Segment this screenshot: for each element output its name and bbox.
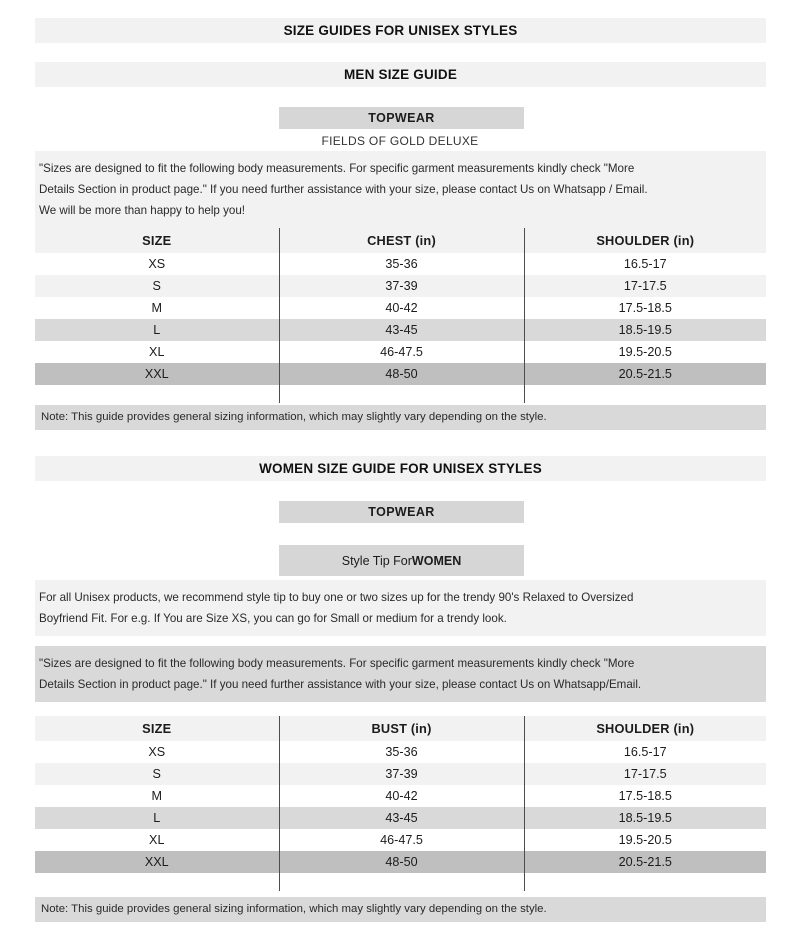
men-row-0-size: XS: [148, 257, 166, 271]
women-row-2-size: M: [151, 789, 163, 803]
women-row-0-bust: 35-36: [278, 741, 525, 763]
women-row-3-size: L: [153, 811, 161, 825]
men-size-table: SIZE CHEST (in) SHOULDER (in) XS 35-36 1…: [35, 228, 766, 403]
men-row-1-chest: 37-39: [278, 275, 525, 297]
women-description-line-2: Details Section in product page." If you…: [39, 678, 642, 691]
table-row: XL 46-47.5 19.5-20.5: [35, 341, 766, 363]
men-header-size: SIZE: [142, 233, 172, 248]
men-row-5-shoulder: 20.5-21.5: [618, 367, 672, 381]
men-description-line-1: "Sizes are designed to fit the following…: [39, 162, 635, 175]
men-row-3-chest: 43-45: [278, 319, 525, 341]
page-title: SIZE GUIDES FOR UNISEX STYLES: [35, 18, 766, 43]
women-row-1-size: S: [152, 767, 161, 781]
women-row-5-shoulder: 20.5-21.5: [618, 855, 672, 869]
table-row: XXL 48-50 20.5-21.5: [35, 363, 766, 385]
men-row-1-shoulder: 17-17.5: [623, 279, 667, 293]
women-category-topwear-chip: TOPWEAR: [279, 501, 524, 523]
men-row-0-chest: 35-36: [278, 253, 525, 275]
men-row-3-size: L: [153, 323, 161, 337]
women-description: "Sizes are designed to fit the following…: [35, 646, 766, 702]
men-row-5-size: XXL: [144, 367, 169, 381]
women-style-tip-chip: Style Tip For WOMEN: [279, 545, 524, 576]
women-header-size: SIZE: [142, 721, 172, 736]
table-row: XS 35-36 16.5-17: [35, 253, 766, 275]
table-row: S 37-39 17-17.5: [35, 275, 766, 297]
women-row-4-shoulder: 19.5-20.5: [618, 833, 672, 847]
men-row-3-shoulder: 18.5-19.5: [618, 323, 672, 337]
women-row-2-bust: 40-42: [278, 785, 525, 807]
women-row-5-bust: 48-50: [278, 851, 525, 873]
table-row: L 43-45 18.5-19.5: [35, 319, 766, 341]
women-row-4-size: XL: [149, 833, 165, 847]
men-row-2-size: M: [151, 301, 163, 315]
women-table-note: Note: This guide provides general sizing…: [35, 897, 766, 922]
women-header-bust: BUST (in): [278, 716, 525, 741]
men-size-guide-heading: MEN SIZE GUIDE: [35, 62, 766, 87]
women-row-0-size: XS: [148, 745, 166, 759]
women-row-4-bust: 46-47.5: [278, 829, 525, 851]
women-style-tip-emphasis: WOMEN: [411, 553, 462, 568]
women-row-5-size: XXL: [144, 855, 169, 869]
women-style-tip-prefix: Style Tip For: [341, 553, 412, 568]
men-row-4-shoulder: 19.5-20.5: [618, 345, 672, 359]
men-row-1-size: S: [152, 279, 161, 293]
women-size-guide-heading: WOMEN SIZE GUIDE FOR UNISEX STYLES: [35, 456, 766, 481]
men-table-footer-spacer: [35, 385, 766, 403]
men-description: "Sizes are designed to fit the following…: [35, 151, 766, 228]
women-table-header-row: SIZE BUST (in) SHOULDER (in): [35, 716, 766, 741]
men-description-line-2: Details Section in product page." If you…: [39, 183, 648, 196]
men-description-line-3: We will be more than happy to help you!: [39, 204, 246, 217]
men-header-shoulder: SHOULDER (in): [596, 233, 695, 248]
men-table-header-row: SIZE CHEST (in) SHOULDER (in): [35, 228, 766, 253]
table-row: XL 46-47.5 19.5-20.5: [35, 829, 766, 851]
women-row-3-bust: 43-45: [278, 807, 525, 829]
table-row: L 43-45 18.5-19.5: [35, 807, 766, 829]
women-table-footer-spacer: [35, 873, 766, 891]
table-row: S 37-39 17-17.5: [35, 763, 766, 785]
men-row-2-shoulder: 17.5-18.5: [618, 301, 672, 315]
women-style-tip-description: For all Unisex products, we recommend st…: [35, 580, 766, 636]
men-row-0-shoulder: 16.5-17: [623, 257, 667, 271]
men-table-note: Note: This guide provides general sizing…: [35, 405, 766, 430]
table-row: M 40-42 17.5-18.5: [35, 297, 766, 319]
men-product-name: FIELDS OF GOLD DELUXE: [321, 134, 479, 148]
women-style-tip-line-2: Boyfriend Fit. For e.g. If You are Size …: [39, 612, 507, 625]
women-header-shoulder: SHOULDER (in): [596, 721, 695, 736]
men-header-chest: CHEST (in): [278, 228, 525, 253]
women-description-line-1: "Sizes are designed to fit the following…: [39, 657, 635, 670]
women-row-1-shoulder: 17-17.5: [623, 767, 667, 781]
men-row-2-chest: 40-42: [278, 297, 525, 319]
women-row-3-shoulder: 18.5-19.5: [618, 811, 672, 825]
men-row-5-chest: 48-50: [278, 363, 525, 385]
women-row-0-shoulder: 16.5-17: [623, 745, 667, 759]
women-row-1-bust: 37-39: [278, 763, 525, 785]
men-row-4-chest: 46-47.5: [278, 341, 525, 363]
women-size-table: SIZE BUST (in) SHOULDER (in) XS 35-36 16…: [35, 716, 766, 891]
women-row-2-shoulder: 17.5-18.5: [618, 789, 672, 803]
men-category-topwear-chip: TOPWEAR: [279, 107, 524, 129]
women-style-tip-line-1: For all Unisex products, we recommend st…: [39, 591, 634, 604]
men-row-4-size: XL: [149, 345, 165, 359]
table-row: XXL 48-50 20.5-21.5: [35, 851, 766, 873]
table-row: XS 35-36 16.5-17: [35, 741, 766, 763]
table-row: M 40-42 17.5-18.5: [35, 785, 766, 807]
